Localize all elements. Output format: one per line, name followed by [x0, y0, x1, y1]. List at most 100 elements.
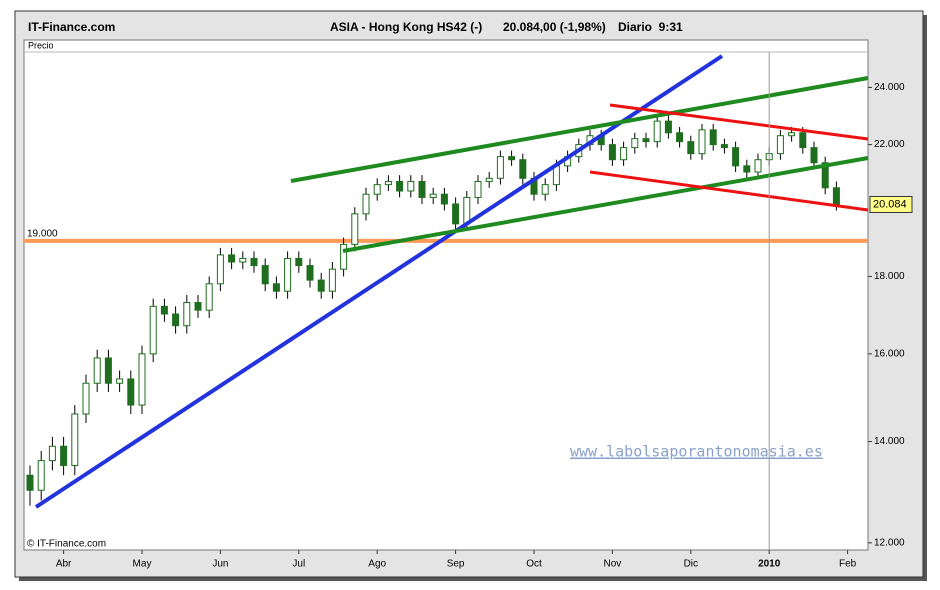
candle-body: [93, 357, 101, 384]
candle-body: [340, 243, 348, 270]
level-label: 19.000: [27, 229, 58, 240]
candle-body: [698, 129, 706, 155]
x-tick-label: Oct: [526, 559, 542, 570]
candle-body: [754, 159, 762, 173]
trend-line: [34, 54, 724, 509]
candle-body: [82, 382, 90, 415]
candle-body: [631, 138, 639, 149]
trend-line: [342, 156, 869, 253]
candle-body: [317, 279, 325, 292]
trend-line: [609, 103, 869, 141]
candle-body: [676, 132, 684, 143]
last-price-box: [869, 195, 913, 213]
candle-body: [160, 305, 168, 315]
x-tick-label: Jun: [212, 559, 228, 570]
candle-body: [104, 357, 112, 384]
candle-body: [306, 265, 314, 281]
candle-body: [216, 254, 224, 285]
x-tick-label: 2010: [758, 559, 781, 570]
chart-title: ASIA - Hong Kong HS42 (-): [330, 20, 482, 34]
y-tick-label: 18.000: [874, 271, 905, 282]
x-tick-label: Dic: [684, 559, 698, 570]
candle-body: [743, 165, 751, 173]
candle-body: [328, 268, 336, 292]
candle-body: [205, 283, 213, 311]
x-tick-label: May: [133, 559, 152, 570]
quote: 20.084,00 (-1,98%): [503, 20, 606, 34]
trend-line: [589, 170, 869, 212]
candle-body: [60, 445, 68, 466]
y-tick-label: 24.000: [874, 82, 905, 93]
trend-lines: [34, 54, 869, 509]
candle-body: [127, 378, 135, 406]
candle-body: [440, 193, 448, 205]
candle-body: [407, 180, 415, 192]
candle-body: [810, 147, 818, 164]
candle-body: [620, 147, 628, 161]
candle-body: [463, 196, 471, 225]
candle-body: [653, 120, 661, 143]
candle-body: [116, 378, 124, 384]
candle-body: [485, 177, 493, 182]
candle-body: [776, 135, 784, 155]
candle-body: [608, 144, 616, 161]
x-tick-label: Sep: [447, 559, 465, 570]
watermark: www.labolsaporantonomasia.es: [570, 443, 823, 461]
candle-body: [452, 203, 460, 225]
candle-body: [687, 141, 695, 155]
candle-body: [149, 305, 157, 355]
candle-body: [709, 129, 717, 146]
y-tick-label: 12.000: [874, 537, 905, 548]
candle-body: [732, 147, 740, 167]
y-tick-label: 16.000: [874, 348, 905, 359]
period: Diario 9:31: [618, 20, 683, 34]
candle-body: [284, 257, 292, 292]
plot-area: [23, 39, 869, 551]
marks: [24, 115, 868, 506]
candle-body: [194, 302, 202, 311]
candle-body: [496, 156, 504, 179]
candle-body: [71, 413, 79, 466]
x-tick-label: Feb: [839, 559, 857, 570]
y-tick-label: 22.000: [874, 139, 905, 150]
candle-body: [799, 132, 807, 149]
x-tick-label: Ago: [368, 559, 386, 570]
candle-body: [48, 445, 56, 462]
candle-body: [429, 193, 437, 198]
candle-body: [26, 474, 34, 491]
candle-body: [474, 180, 482, 198]
candle-body: [228, 254, 236, 263]
trend-line: [290, 76, 869, 183]
candle-body: [239, 257, 247, 263]
last-price-label: 20.084: [873, 198, 907, 210]
candle-body: [720, 144, 728, 149]
candle-body: [832, 187, 840, 205]
candle-body: [272, 283, 280, 292]
candle-body: [396, 180, 404, 192]
candle-body: [552, 165, 560, 186]
candle-body: [138, 353, 146, 406]
source: IT-Finance.com: [28, 20, 115, 34]
panel-label: Precio: [28, 40, 54, 50]
candle-body: [541, 184, 549, 195]
x-tick-label: Jul: [292, 559, 305, 570]
x-tick-label: Abr: [56, 559, 72, 570]
candle-body: [362, 193, 370, 215]
candle-body: [821, 162, 829, 189]
candle-body: [261, 265, 269, 285]
candle-body: [351, 213, 359, 245]
candle-body: [250, 257, 258, 267]
candle-body: [664, 120, 672, 134]
candle-body: [172, 313, 180, 327]
candle-body: [295, 257, 303, 267]
candle-body: [519, 159, 527, 179]
copyright: © IT-Finance.com: [27, 539, 106, 550]
candle-body: [384, 180, 392, 186]
candle-body: [418, 180, 426, 198]
candle-body: [373, 184, 381, 195]
candle-body: [788, 132, 796, 137]
candle-body: [508, 156, 516, 161]
x-tick-label: Nov: [604, 559, 622, 570]
